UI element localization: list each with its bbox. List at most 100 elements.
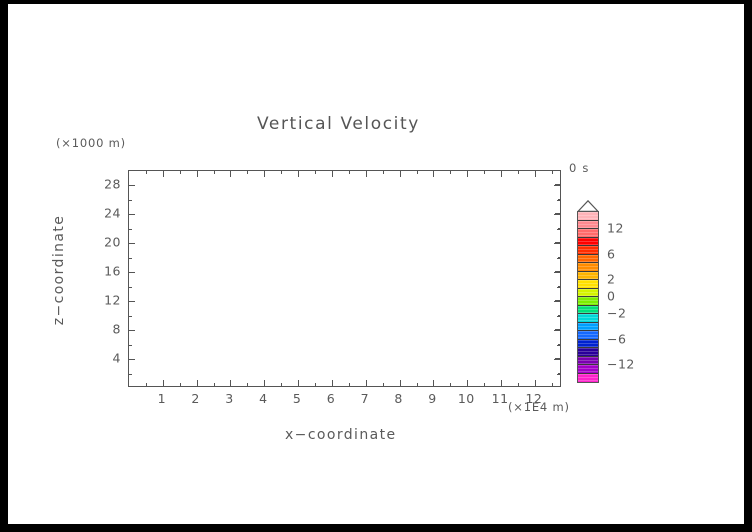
x-tick-label: 3 (225, 391, 234, 406)
x-tick-top (484, 171, 486, 174)
colorbar-outer-tick (558, 372, 561, 374)
y-tick-right (554, 272, 560, 274)
colorbar-outer-tick (558, 256, 561, 258)
x-tick-label: 7 (360, 391, 370, 406)
x-tick-top (382, 171, 384, 174)
y-axis-title: z−coordinate (51, 214, 67, 326)
x-tick-label: 1 (157, 391, 167, 406)
x-tick (281, 383, 283, 386)
colorbar-outer-tick (555, 329, 561, 331)
x-tick (484, 383, 486, 386)
x-tick-top (534, 171, 536, 177)
x-tick (145, 383, 147, 386)
x-tick (247, 383, 249, 386)
x-tick-top (416, 171, 418, 174)
colorbar-band (578, 212, 598, 221)
x-tick (298, 380, 300, 386)
x-tick-label: 8 (394, 391, 403, 406)
y-tick (129, 359, 135, 361)
x-tick-label: 11 (491, 391, 509, 406)
y-tick (129, 199, 132, 201)
colorbar-band (578, 297, 598, 306)
x-tick (264, 380, 266, 386)
colorbar-band (578, 305, 598, 314)
y-tick (129, 286, 132, 288)
colorbar-outer-tick (558, 343, 561, 345)
colorbar-band (578, 263, 598, 272)
colorbar-tick-label: −12 (607, 356, 635, 372)
colorbar-outer-tick (558, 227, 561, 229)
x-tick-label: 9 (428, 391, 437, 406)
y-tick-right (557, 199, 560, 201)
colorbar-band (578, 288, 598, 297)
x-tick-top (433, 171, 435, 177)
x-tick-label: 12 (525, 391, 543, 406)
x-tick-top (518, 171, 520, 174)
y-tick-right (554, 359, 560, 361)
y-tick (129, 214, 135, 216)
x-tick-top (213, 171, 215, 174)
y-tick-right (557, 373, 560, 375)
x-tick-top (450, 171, 452, 174)
x-tick (551, 383, 553, 386)
x-tick-top (331, 171, 333, 177)
colorbar-band (578, 365, 598, 374)
y-tick (129, 257, 132, 259)
x-tick-top (230, 171, 232, 177)
colorbar-band (578, 246, 598, 255)
y-tick (129, 301, 135, 303)
x-tick-top (551, 171, 553, 174)
x-tick-top (315, 171, 317, 174)
x-axis-title: x−coordinate (285, 427, 397, 443)
x-tick (213, 383, 215, 386)
colorbar-outer-tick (555, 213, 561, 215)
colorbar-tick-label: −2 (607, 305, 627, 321)
x-tick (450, 383, 452, 386)
colorbar-band (578, 339, 598, 348)
y-tick-right (557, 286, 560, 288)
x-tick (501, 380, 503, 386)
x-tick (467, 380, 469, 386)
colorbar-outer-tick (558, 285, 561, 287)
colorbar-band (578, 254, 598, 263)
colorbar-outer-tick (558, 170, 561, 171)
x-tick-top (348, 171, 350, 174)
x-tick (331, 380, 333, 386)
x-tick (230, 380, 232, 386)
y-tick (129, 344, 132, 346)
x-tick-top (264, 171, 266, 177)
x-tick (162, 380, 164, 386)
time-annotation: 0 s (569, 161, 590, 175)
y-tick (129, 330, 135, 332)
x-tick (382, 383, 384, 386)
x-tick (348, 383, 350, 386)
y-tick-right (554, 243, 560, 245)
y-tick (129, 272, 135, 274)
colorbar-tick-label: 0 (607, 288, 616, 304)
colorbar-band-stack (577, 211, 599, 383)
colorbar-outer-tick (555, 184, 561, 186)
colorbar-tick-label: 2 (607, 271, 616, 287)
colorbar-band (578, 237, 598, 246)
page-title: Vertical Velocity (257, 114, 420, 134)
y-tick (129, 373, 132, 375)
colorbar-outer-tick (555, 271, 561, 273)
x-tick-top (179, 171, 181, 174)
colorbar-band (578, 331, 598, 340)
y-tick-right (554, 185, 560, 187)
colorbar-outer-tick (555, 358, 561, 360)
y-tick-right (557, 344, 560, 346)
colorbar-tick-label: 12 (607, 220, 624, 236)
y-tick-right (554, 214, 560, 216)
x-tick-label: 5 (292, 391, 302, 406)
x-tick-label: 10 (457, 391, 475, 406)
x-tick-top (467, 171, 469, 177)
y-tick-right (554, 330, 560, 332)
x-tick-top (247, 171, 249, 174)
x-tick-top (281, 171, 283, 174)
colorbar-outer-tick (555, 242, 561, 244)
x-tick-label: 2 (191, 391, 200, 406)
y-tick-right (557, 257, 560, 259)
y-tick (129, 243, 135, 245)
